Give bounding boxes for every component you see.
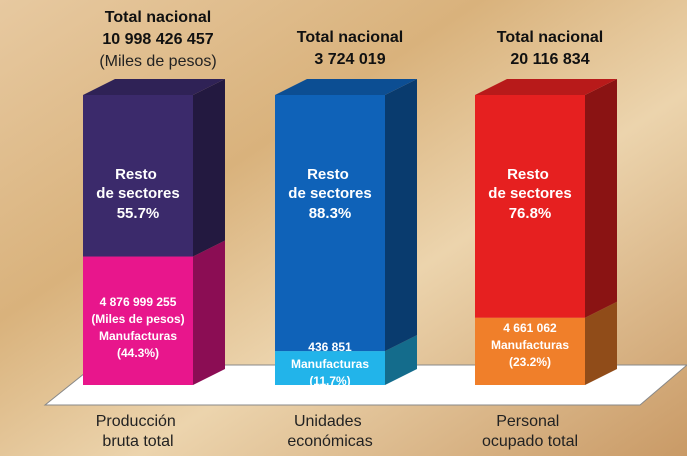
total-heading: Total nacional bbox=[105, 9, 211, 26]
bar-segment bbox=[83, 95, 193, 257]
total-value: 3 724 019 bbox=[314, 51, 385, 68]
segment-name: Manufacturas bbox=[491, 338, 569, 352]
segment-value-label: (11.7%) bbox=[309, 374, 350, 388]
segment-value-label: (44.3%) bbox=[117, 346, 159, 360]
bar-side bbox=[585, 79, 617, 318]
bar-segment bbox=[475, 317, 585, 385]
bar-side bbox=[385, 79, 417, 352]
bar-side bbox=[585, 301, 617, 385]
segment-name: Resto de sectores bbox=[288, 166, 371, 202]
bar-side bbox=[193, 240, 225, 385]
segment-name: Manufacturas bbox=[291, 357, 369, 371]
segment-value-label: 55.7% bbox=[117, 205, 160, 222]
segment-name: Manufacturas bbox=[99, 329, 177, 343]
segment-amount: 4 661 062 bbox=[503, 321, 557, 335]
segment-value-label: 88.3% bbox=[309, 205, 352, 222]
x-category-label: Personal ocupado total bbox=[482, 413, 578, 450]
bar-top bbox=[475, 79, 617, 95]
bar-top bbox=[275, 79, 417, 95]
segment-value-label: (23.2%) bbox=[509, 355, 551, 369]
bar-top bbox=[83, 79, 225, 95]
total-value: 20 116 834 bbox=[510, 51, 589, 68]
total-unit: (Miles de pesos) bbox=[99, 53, 216, 70]
total-value: 10 998 426 457 bbox=[102, 31, 213, 48]
bar-side bbox=[193, 79, 225, 257]
bar-segment bbox=[275, 95, 385, 352]
bar-segment bbox=[475, 95, 585, 318]
x-category-label: Producción bruta total bbox=[96, 413, 181, 450]
total-heading: Total nacional bbox=[297, 29, 403, 46]
segment-name: Resto de sectores bbox=[488, 166, 571, 202]
segment-name: Resto de sectores bbox=[96, 166, 179, 202]
segment-amount: 4 876 999 255 bbox=[100, 295, 177, 309]
segment-value-label: 76.8% bbox=[509, 205, 552, 222]
bar-segment bbox=[275, 351, 385, 385]
x-category-label: Unidades económicas bbox=[287, 413, 372, 450]
total-heading: Total nacional bbox=[497, 29, 603, 46]
segment-amount: 436 851 bbox=[308, 340, 352, 354]
segment-unit: (Miles de pesos) bbox=[91, 312, 184, 326]
bar-side bbox=[385, 335, 417, 385]
bar-segment bbox=[83, 256, 193, 385]
